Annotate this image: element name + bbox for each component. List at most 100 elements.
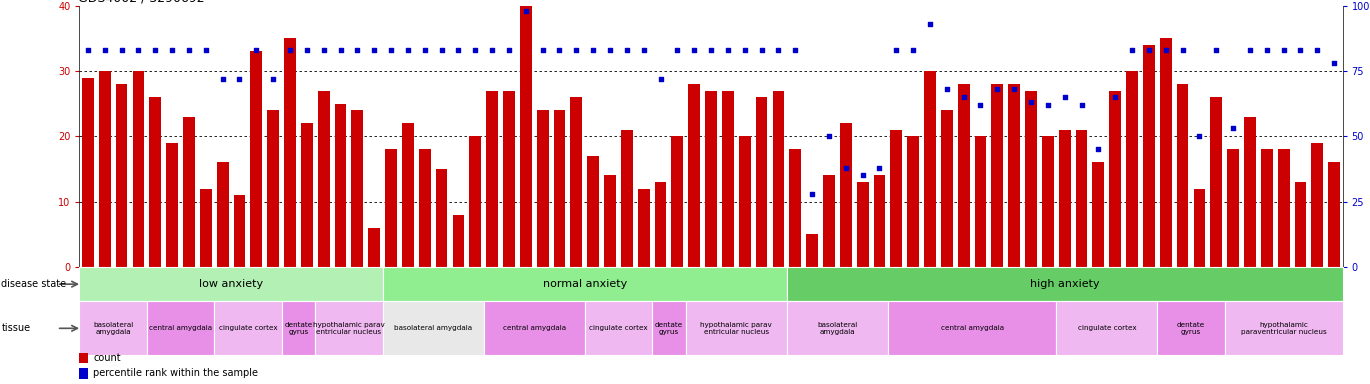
Bar xyxy=(638,189,649,267)
Text: basolateral
amygdala: basolateral amygdala xyxy=(818,322,858,335)
Point xyxy=(312,47,334,53)
Point xyxy=(1307,47,1329,53)
Bar xyxy=(1160,38,1171,267)
Bar xyxy=(484,301,585,355)
Point xyxy=(1323,60,1345,66)
Bar xyxy=(1143,45,1155,267)
Bar xyxy=(1228,149,1238,267)
Point xyxy=(1021,99,1043,106)
Point xyxy=(649,76,671,82)
Bar xyxy=(722,91,734,267)
Point xyxy=(1070,102,1092,108)
Bar xyxy=(200,189,212,267)
Bar xyxy=(233,195,245,267)
Bar xyxy=(588,156,599,267)
Bar xyxy=(436,169,448,267)
Bar xyxy=(688,84,700,267)
Point xyxy=(211,76,233,82)
Text: normal anxiety: normal anxiety xyxy=(543,279,627,289)
Bar xyxy=(166,143,178,267)
Point xyxy=(633,47,655,53)
Bar xyxy=(503,91,515,267)
Text: count: count xyxy=(93,353,121,363)
Bar xyxy=(1329,162,1340,267)
Point xyxy=(582,47,604,53)
Bar xyxy=(604,175,616,267)
Bar xyxy=(284,38,296,267)
Bar xyxy=(301,123,312,267)
Bar xyxy=(537,110,548,267)
Bar xyxy=(82,78,93,267)
Point xyxy=(970,102,992,108)
Bar xyxy=(315,301,382,355)
Bar xyxy=(334,104,347,267)
Point xyxy=(986,86,1008,93)
Point xyxy=(616,47,638,53)
Bar xyxy=(452,215,464,267)
Text: hypothalamic parav
entricular nucleus: hypothalamic parav entricular nucleus xyxy=(700,322,773,335)
Bar xyxy=(149,97,162,267)
Point xyxy=(784,47,806,53)
Text: central amygdala: central amygdala xyxy=(941,325,1004,331)
Text: percentile rank within the sample: percentile rank within the sample xyxy=(93,368,258,378)
Bar xyxy=(214,301,282,355)
Point xyxy=(178,47,200,53)
Point xyxy=(1088,146,1110,152)
Point xyxy=(1206,47,1228,53)
Bar xyxy=(706,91,717,267)
Point xyxy=(566,47,588,53)
Text: cingulate cortex: cingulate cortex xyxy=(1077,325,1136,331)
Point xyxy=(952,94,974,100)
Point xyxy=(919,21,941,27)
Bar xyxy=(99,71,111,267)
Bar xyxy=(267,110,279,267)
Bar xyxy=(1295,182,1307,267)
Point xyxy=(414,47,436,53)
Point xyxy=(852,172,874,179)
Bar xyxy=(385,149,397,267)
Point xyxy=(296,47,318,53)
Text: cingulate cortex: cingulate cortex xyxy=(589,325,648,331)
Point xyxy=(397,47,419,53)
Bar xyxy=(79,267,382,301)
Point xyxy=(347,47,369,53)
Bar xyxy=(570,97,582,267)
Bar xyxy=(352,110,363,267)
Text: dentate
gyrus: dentate gyrus xyxy=(1177,322,1206,335)
Bar xyxy=(401,123,414,267)
Point xyxy=(1256,47,1278,53)
Text: hypothalamic parav
entricular nucleus: hypothalamic parav entricular nucleus xyxy=(314,322,385,335)
Point xyxy=(1171,47,1193,53)
Point xyxy=(1155,47,1177,53)
Bar xyxy=(925,71,936,267)
Text: central amygdala: central amygdala xyxy=(503,325,566,331)
Bar xyxy=(251,51,262,267)
Bar xyxy=(147,301,214,355)
Text: high anxiety: high anxiety xyxy=(1030,279,1100,289)
Point xyxy=(1037,102,1059,108)
Bar xyxy=(806,234,818,267)
Bar xyxy=(840,123,852,267)
Bar xyxy=(382,267,786,301)
Point xyxy=(464,47,486,53)
Bar xyxy=(1043,136,1054,267)
Bar xyxy=(786,267,1343,301)
Point xyxy=(1238,47,1260,53)
Bar xyxy=(1158,301,1225,355)
Bar xyxy=(318,91,330,267)
Point xyxy=(379,47,401,53)
Point xyxy=(903,47,925,53)
Bar xyxy=(470,136,481,267)
Bar xyxy=(907,136,919,267)
Point xyxy=(1138,47,1160,53)
Point xyxy=(93,47,115,53)
Bar xyxy=(1311,143,1323,267)
Text: GDS4002 / 3290692: GDS4002 / 3290692 xyxy=(78,0,206,5)
Point xyxy=(801,191,823,197)
Bar xyxy=(856,182,869,267)
Point xyxy=(700,47,722,53)
Bar xyxy=(1056,301,1158,355)
Bar xyxy=(890,130,903,267)
Bar xyxy=(553,110,566,267)
Bar xyxy=(486,91,497,267)
